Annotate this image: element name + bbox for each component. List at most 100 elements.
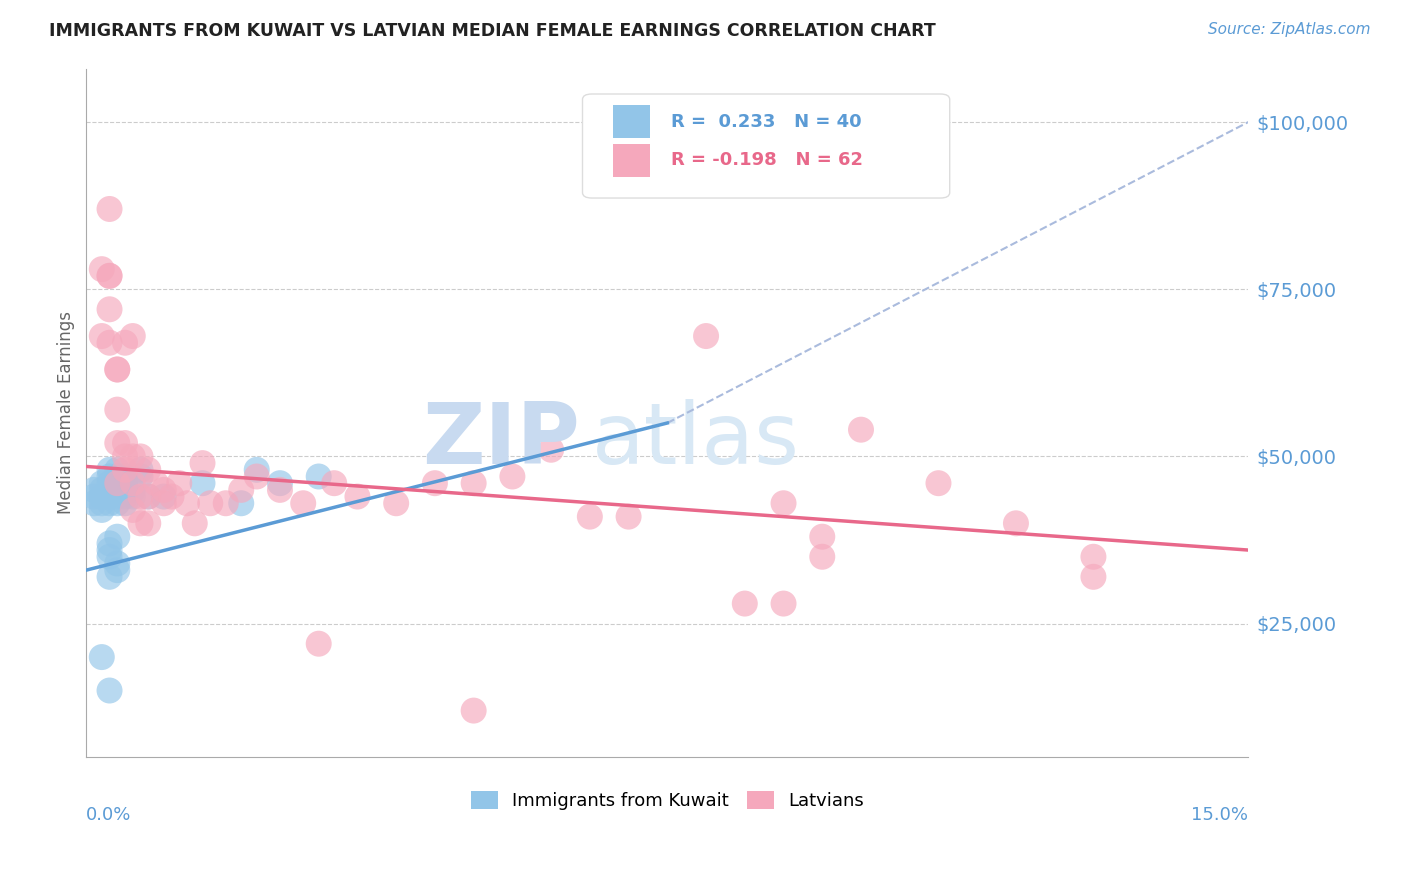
Point (136, 516, 159, 531)
Point (811, 549, 834, 564)
Text: R =  0.233   N = 40: R = 0.233 N = 40 (671, 112, 862, 130)
Point (121, 503, 143, 517)
Point (105, 563, 128, 577)
Text: ZIP: ZIP (422, 399, 581, 482)
Point (811, 530, 834, 544)
Point (105, 476, 128, 491)
Point (114, 463, 136, 477)
Point (1083, 570, 1105, 584)
Point (98, 536, 121, 550)
Point (98, 476, 121, 491)
Point (90, 329, 112, 343)
Point (308, 469, 330, 483)
Point (90, 496, 112, 510)
Point (136, 490, 159, 504)
Point (105, 530, 128, 544)
Point (145, 476, 167, 491)
Point (160, 490, 183, 504)
Point (176, 496, 198, 510)
Legend: Immigrants from Kuwait, Latvians: Immigrants from Kuwait, Latvians (464, 783, 872, 817)
Point (927, 476, 949, 491)
Point (152, 496, 174, 510)
Point (423, 476, 446, 491)
Point (98, 202, 121, 216)
Point (579, 509, 602, 524)
Point (105, 490, 128, 504)
Point (121, 450, 143, 464)
Point (129, 469, 152, 483)
Point (246, 463, 269, 477)
FancyBboxPatch shape (582, 94, 949, 198)
Point (98, 463, 121, 477)
Point (114, 476, 136, 491)
Point (231, 483, 253, 497)
Point (246, 469, 269, 483)
Point (129, 516, 152, 531)
Point (121, 490, 143, 504)
Point (215, 496, 238, 510)
Point (98, 483, 121, 497)
Point (98, 549, 121, 564)
Point (129, 463, 152, 477)
Point (269, 476, 291, 491)
Point (772, 496, 794, 510)
Point (114, 496, 136, 510)
Point (121, 483, 143, 497)
Point (463, 476, 485, 491)
Point (105, 402, 128, 417)
Text: R = -0.198   N = 62: R = -0.198 N = 62 (671, 151, 863, 169)
Point (191, 476, 214, 491)
Point (98, 302, 121, 317)
Point (98, 469, 121, 483)
Point (231, 496, 253, 510)
Point (734, 597, 756, 611)
Point (129, 450, 152, 464)
Point (269, 483, 291, 497)
Point (695, 329, 717, 343)
Point (129, 490, 152, 504)
Point (463, 704, 485, 718)
Point (98, 490, 121, 504)
Point (292, 496, 315, 510)
Point (105, 362, 128, 376)
Point (385, 496, 408, 510)
Point (105, 557, 128, 571)
Point (83, 496, 105, 510)
Point (83, 483, 105, 497)
Point (323, 476, 346, 491)
Point (90, 490, 112, 504)
Point (152, 490, 174, 504)
Point (114, 469, 136, 483)
Point (540, 442, 562, 457)
Point (90, 650, 112, 665)
Point (105, 463, 128, 477)
Point (501, 469, 523, 483)
Point (114, 436, 136, 450)
Point (105, 362, 128, 376)
Point (114, 450, 136, 464)
Text: Source: ZipAtlas.com: Source: ZipAtlas.com (1208, 22, 1371, 37)
Point (98, 543, 121, 558)
Point (114, 490, 136, 504)
FancyBboxPatch shape (613, 144, 650, 177)
Point (114, 335, 136, 350)
Text: 0.0%: 0.0% (86, 805, 132, 823)
Point (121, 329, 143, 343)
Text: IMMIGRANTS FROM KUWAIT VS LATVIAN MEDIAN FEMALE EARNINGS CORRELATION CHART: IMMIGRANTS FROM KUWAIT VS LATVIAN MEDIAN… (49, 22, 936, 40)
Point (121, 476, 143, 491)
Point (98, 496, 121, 510)
Y-axis label: Median Female Earnings: Median Female Earnings (58, 311, 75, 515)
Point (152, 483, 174, 497)
Point (849, 423, 872, 437)
Point (617, 509, 640, 524)
Point (184, 516, 207, 531)
Point (200, 496, 222, 510)
Point (98, 335, 121, 350)
Point (90, 262, 112, 277)
Point (346, 490, 368, 504)
Point (105, 483, 128, 497)
Point (98, 683, 121, 698)
Point (1005, 516, 1028, 531)
Point (136, 490, 159, 504)
Point (105, 476, 128, 491)
